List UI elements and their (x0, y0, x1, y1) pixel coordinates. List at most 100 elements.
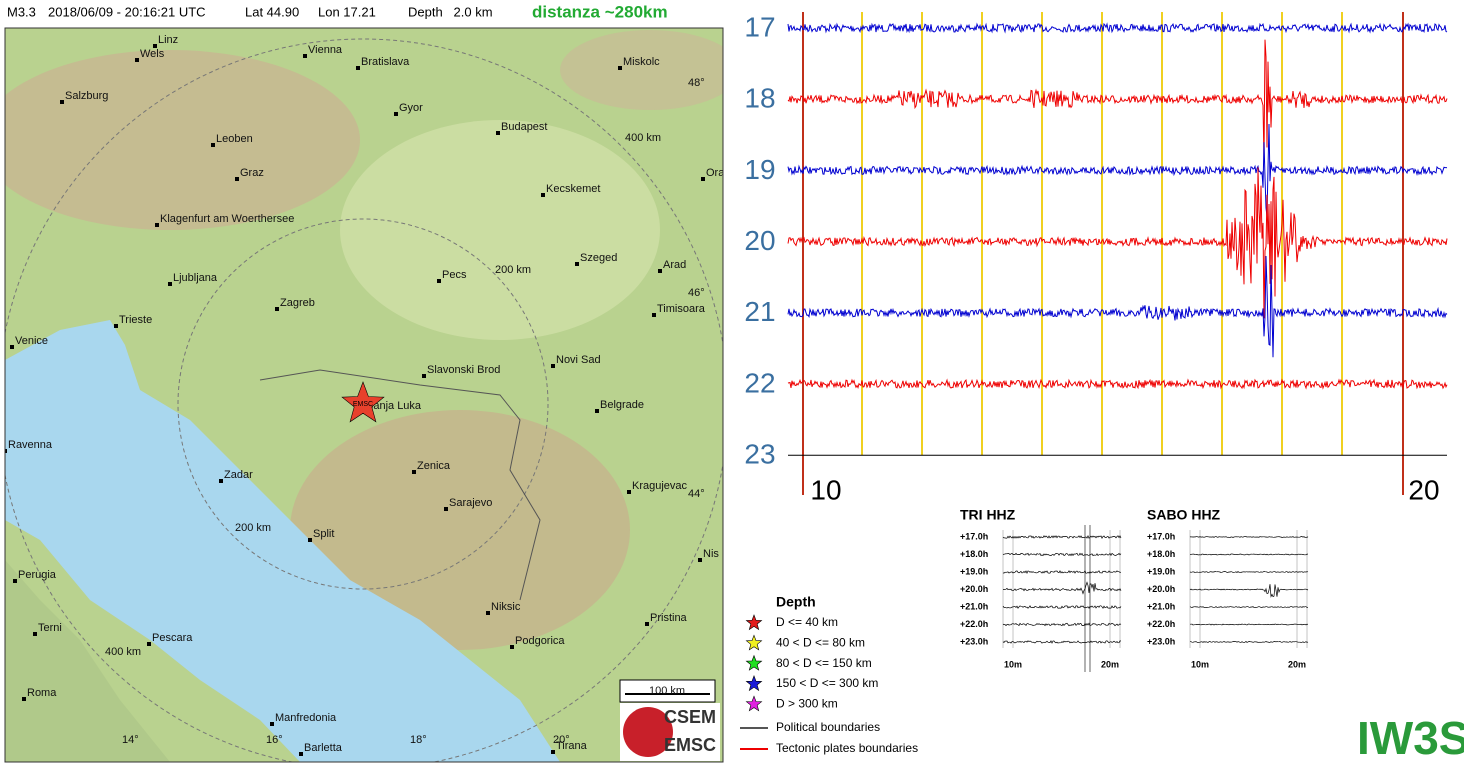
lat-label: 44° (688, 488, 705, 500)
thumb-x-label: 20m (1101, 659, 1119, 669)
trace (787, 123, 1448, 217)
ring-label: 200 km (495, 264, 531, 276)
ring-label: 400 km (105, 646, 141, 658)
ring-label: 400 km (625, 132, 661, 144)
city-label: Arad (663, 259, 686, 271)
lat: Lat 44.90 (245, 4, 299, 19)
thumb-row: +17.0h (1147, 531, 1175, 541)
city-label: Klagenfurt am Woerthersee (160, 213, 294, 225)
thumb-row: +18.0h (960, 549, 988, 559)
city-label: Salzburg (65, 90, 108, 102)
city-dot (394, 112, 398, 116)
city-dot (652, 313, 656, 317)
city-dot (135, 58, 139, 62)
thumb-row: +22.0h (960, 619, 988, 629)
thumb-x-label: 10m (1004, 659, 1022, 669)
thumb-row: +23.0h (960, 636, 988, 646)
hour-label: 21 (744, 296, 775, 327)
plain (340, 120, 660, 340)
city-dot (299, 752, 303, 756)
city-label: Zagreb (280, 297, 315, 309)
city-dot (153, 44, 157, 48)
footer: IW3SGT (1357, 712, 1464, 764)
city-dot (168, 282, 172, 286)
border (259, 369, 541, 601)
time: 2018/06/09 - 20:16:21 UTC (48, 4, 206, 19)
lat-label: 46° (688, 287, 705, 299)
city-label: Pescara (152, 632, 193, 644)
city-dot (22, 697, 26, 701)
city-label: Kragujevac (632, 480, 688, 492)
city-dot (422, 374, 426, 378)
city-label: Slavonski Brod (427, 364, 500, 376)
italy (5, 560, 170, 762)
thumb-title: SABO HHZ (1147, 507, 1221, 523)
city-dot (444, 507, 448, 511)
scale-box (619, 679, 716, 703)
city-dot (33, 632, 37, 636)
city-label: Leoben (216, 133, 253, 145)
thumb-row: +21.0h (960, 601, 988, 611)
ring-label: 200 km (235, 522, 271, 534)
city-label: Podgorica (515, 635, 565, 647)
city-label: Ora (706, 167, 725, 179)
city-label: Zenica (417, 460, 451, 472)
thumb-trace (1189, 553, 1308, 556)
thumb-trace (1002, 570, 1122, 575)
city-label: Pecs (442, 269, 467, 281)
trace (787, 39, 1448, 162)
city-label: Belgrade (600, 399, 644, 411)
city-label: Kecskemet (546, 183, 600, 195)
scale-label: 100 km (649, 685, 685, 697)
city-label: Tirana (556, 740, 588, 752)
city-label: Budapest (501, 121, 547, 133)
legend-item: D > 300 km (776, 696, 838, 710)
city-label: Ravenna (8, 439, 53, 451)
ring-200 (177, 218, 549, 590)
city-label: Wels (140, 48, 165, 60)
map: Linz Wels Vienna Bratislava Miskolc Salzburg G… (5, 28, 725, 762)
city-dot (5, 449, 7, 453)
city-label: Pristina (650, 612, 688, 624)
city-label: Manfredonia (275, 712, 337, 724)
city-label: Terni (38, 622, 62, 634)
city-dot (575, 262, 579, 266)
thumb-x-label: 10m (1191, 659, 1209, 669)
city-dot (701, 177, 705, 181)
hour-label: 20 (744, 225, 775, 256)
map-frame (4, 27, 724, 763)
legend-item: 40 < D <= 80 km (776, 635, 865, 649)
city-dot (496, 131, 500, 135)
lon-label: 16° (266, 734, 283, 746)
city-label: Bratislava (361, 56, 410, 68)
lon-label: 20° (553, 734, 570, 746)
distance: distanza ~280km (532, 2, 668, 21)
hour-label: 22 (744, 367, 775, 398)
trace (787, 378, 1448, 390)
city-dot (437, 279, 441, 283)
city-dot (275, 307, 279, 311)
city-dot (147, 642, 151, 646)
x-label: 10 (810, 474, 841, 505)
magnitude: M3.3 (7, 4, 36, 19)
depth: Depth 2.0 km (408, 4, 493, 19)
city-label: Szeged (580, 252, 617, 264)
lat-label: 48° (688, 77, 705, 89)
city-dot (645, 622, 649, 626)
thumb-trace (1190, 641, 1309, 643)
thumb-trace (1189, 606, 1309, 608)
city-dot (114, 324, 118, 328)
epicenter (341, 381, 385, 423)
thumb-row: +20.0h (1147, 584, 1175, 594)
city-dot (13, 579, 17, 583)
city-dot (627, 490, 631, 494)
city-dot (551, 750, 555, 754)
city-label: Perugia (18, 569, 57, 581)
city-label: Sarajevo (449, 497, 492, 509)
alps (5, 50, 360, 230)
city-dot (60, 100, 64, 104)
city-label: Nis (703, 548, 719, 560)
city-dot (155, 223, 159, 227)
city-dot (698, 558, 702, 562)
dinarides (290, 410, 630, 650)
